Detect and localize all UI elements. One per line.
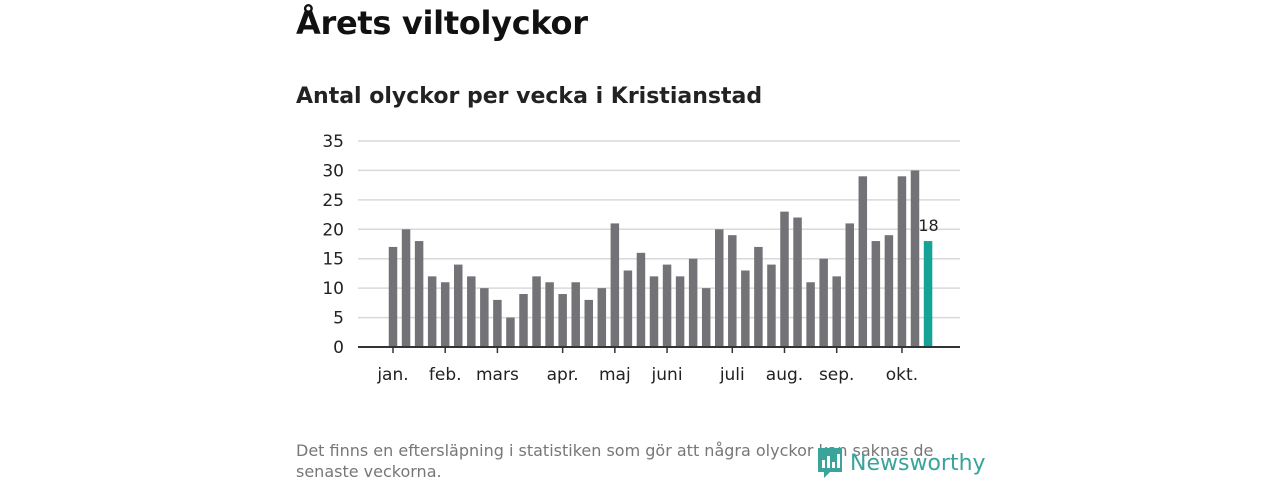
x-tick-label: feb.: [429, 365, 462, 385]
bar: [532, 276, 541, 347]
x-tick-label: juli: [719, 365, 745, 385]
bar: [897, 176, 907, 347]
bar: [806, 282, 815, 347]
x-tick-label: mars: [476, 365, 519, 385]
bar-highlight: [923, 241, 933, 347]
bar: [493, 299, 502, 347]
x-tick-label: juni: [651, 365, 683, 385]
x-tick-label: maj: [599, 365, 631, 385]
footnote: Det finns en eftersläpning i statistiken…: [296, 441, 934, 481]
bar: [467, 276, 476, 347]
y-tick-label: 15: [322, 250, 344, 270]
y-tick-label: 35: [322, 132, 344, 152]
bar: [610, 223, 620, 347]
y-tick-label: 10: [322, 279, 344, 299]
chart-title: Antal olyckor per vecka i Kristianstad: [296, 84, 763, 109]
y-tick-label: 5: [333, 309, 344, 329]
bar: [662, 264, 672, 347]
bar: [636, 252, 646, 347]
bar: [545, 282, 554, 347]
bar: [519, 294, 528, 347]
bar: [767, 264, 776, 347]
bar: [871, 241, 881, 347]
brand-logo[interactable]: Newsworthy: [816, 446, 986, 480]
bar: [623, 270, 633, 347]
bar: [388, 246, 398, 347]
x-tick-label: aug.: [766, 365, 803, 385]
bar: [832, 276, 841, 347]
bar: [884, 235, 894, 347]
bar: [571, 282, 580, 347]
bar: [506, 317, 515, 347]
bar: [858, 176, 868, 347]
page-title: Årets viltolyckor: [296, 4, 588, 42]
y-tick-label: 30: [322, 161, 344, 181]
bar: [793, 217, 802, 347]
bar: [440, 282, 450, 347]
x-tick-label: okt.: [886, 365, 918, 385]
bar: [845, 223, 854, 347]
bar: [754, 246, 763, 347]
bar: [741, 270, 750, 347]
bar: [780, 211, 789, 347]
bar: [728, 235, 737, 347]
bar: [819, 258, 828, 347]
bar: [414, 241, 424, 347]
y-tick-label: 0: [333, 338, 344, 358]
bar: [558, 294, 567, 347]
bar: [715, 229, 724, 347]
bar: [597, 288, 607, 347]
newsworthy-logo-icon: [818, 448, 842, 478]
bar: [427, 276, 437, 347]
bar: [688, 258, 698, 347]
bar: [675, 276, 685, 347]
bar: [701, 288, 711, 347]
bar: [910, 170, 920, 347]
y-tick-label: 25: [322, 191, 344, 211]
x-tick-label: jan.: [376, 365, 408, 385]
bar: [480, 288, 489, 347]
x-tick-label: apr.: [547, 365, 579, 385]
bar: [401, 229, 411, 347]
y-tick-label: 20: [322, 220, 344, 240]
bar: [649, 276, 659, 347]
brand-name: Newsworthy: [850, 450, 986, 476]
bar: [584, 299, 593, 347]
x-tick-label: sep.: [819, 365, 855, 385]
bar: [454, 264, 463, 347]
data-label: 18: [918, 216, 938, 235]
